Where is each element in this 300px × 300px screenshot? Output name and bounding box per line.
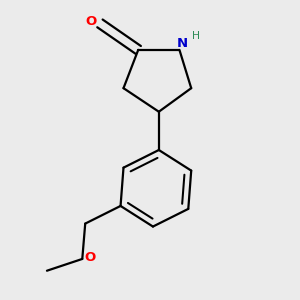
Text: H: H bbox=[192, 31, 200, 41]
Text: O: O bbox=[84, 251, 95, 264]
Text: O: O bbox=[85, 15, 97, 28]
Text: N: N bbox=[177, 37, 188, 50]
